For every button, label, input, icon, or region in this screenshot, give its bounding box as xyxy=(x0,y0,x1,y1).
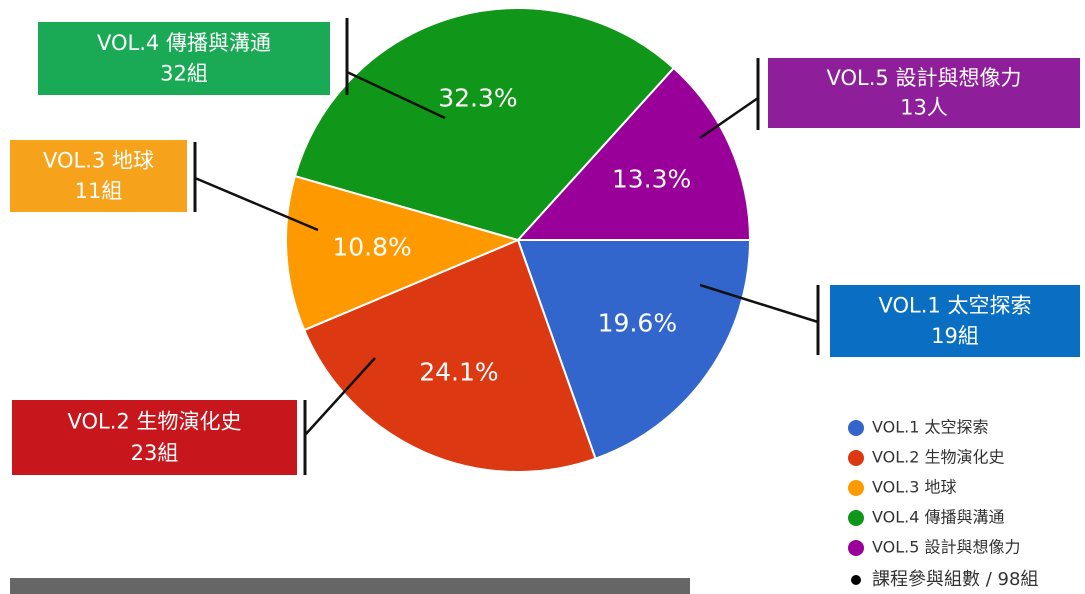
legend-swatch xyxy=(851,575,861,585)
callout-box xyxy=(830,285,1080,357)
pie-slice xyxy=(285,174,522,332)
pie-slice xyxy=(515,66,752,241)
callout-name: VOL.1 太空探索 xyxy=(879,294,1032,318)
leader-line xyxy=(699,96,759,140)
slice-label: 13.3% xyxy=(612,165,691,194)
slice-label: 19.6% xyxy=(598,308,677,337)
callout-box xyxy=(12,400,297,475)
legend-label: VOL.3 地球 xyxy=(872,478,957,497)
callout-box xyxy=(768,58,1080,128)
leader-line xyxy=(346,70,446,120)
leader-line xyxy=(699,283,819,324)
callout-box xyxy=(10,140,187,212)
slice-label: 32.3% xyxy=(438,83,517,112)
legend-label: VOL.5 設計與想像力 xyxy=(872,538,1021,557)
callout-name: VOL.3 地球 xyxy=(43,149,154,173)
callout-name: VOL.2 生物演化史 xyxy=(68,410,242,434)
callout-count: 19組 xyxy=(931,324,979,348)
callout-count: 13人 xyxy=(900,95,948,119)
callout-count: 11組 xyxy=(75,179,123,203)
slice-label: 10.8% xyxy=(332,233,411,262)
legend-label: VOL.4 傳播與溝通 xyxy=(872,508,1005,527)
callout-name: VOL.4 傳播與溝通 xyxy=(97,31,271,55)
legend-swatch xyxy=(848,540,864,556)
legend-label: 課程參與組數 / 98組 xyxy=(872,569,1038,590)
pie-slice xyxy=(516,239,752,460)
callout-box xyxy=(38,22,330,95)
slice-label: 24.1% xyxy=(419,358,498,387)
leader-line xyxy=(304,357,376,436)
legend-swatch xyxy=(848,420,864,436)
leader-line xyxy=(194,176,319,232)
pie-slice xyxy=(293,7,676,242)
callout-count: 23組 xyxy=(131,441,179,465)
legend-label: VOL.2 生物演化史 xyxy=(872,448,1005,467)
legend-swatch xyxy=(848,450,864,466)
pie-slice xyxy=(302,238,597,473)
legend-label: VOL.1 太空探索 xyxy=(872,418,989,437)
callout-count: 32組 xyxy=(160,62,208,86)
callout-name: VOL.5 設計與想像力 xyxy=(827,66,1022,90)
caption-bar xyxy=(10,578,690,594)
legend-swatch xyxy=(848,480,864,496)
legend-swatch xyxy=(848,510,864,526)
